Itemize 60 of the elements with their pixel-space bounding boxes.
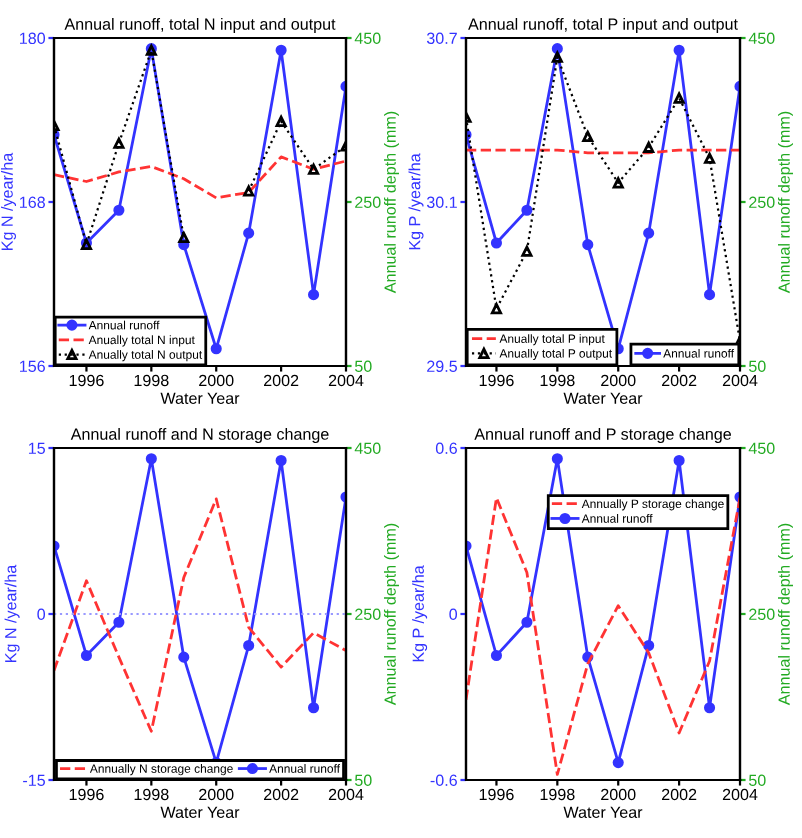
y-axis-title: Kg P /year/ha [408, 153, 424, 250]
y-axis-title: Kg N /year/ha [0, 152, 17, 250]
y-tick-label: 168 [20, 196, 45, 208]
x-axis-title: Water Year [160, 392, 240, 404]
y2-axis-title: Annual runoff depth (mm) [777, 111, 794, 294]
x-tick-label: 2002 [264, 374, 299, 387]
y2-tick-label: 450 [748, 32, 775, 44]
y2-axis-title: Annual runoff depth (mm) [383, 111, 400, 294]
y-tick-label: 180 [20, 32, 46, 44]
y2-tick-label: 250 [355, 196, 381, 208]
y2-tick-label: 250 [355, 608, 381, 620]
y2-tick-label: 450 [354, 442, 381, 454]
chart-title: Annual runoff and N storage change [70, 427, 329, 444]
x-tick-label: 2000 [601, 788, 636, 801]
y2-tick-label: 50 [748, 774, 766, 786]
y-tick-label: 29.5 [427, 360, 457, 372]
y-tick-label: 0 [449, 608, 458, 620]
y-tick-label: 15 [28, 442, 45, 454]
y2-tick-label: 50 [748, 360, 766, 372]
x-tick-label: 2000 [199, 374, 234, 387]
y2-tick-label: 250 [749, 196, 775, 208]
x-tick-label: 2002 [264, 788, 299, 801]
chart-title: Annual runoff, total P input and output [468, 17, 738, 34]
x-tick-label: 2002 [662, 374, 697, 387]
x-tick-label: 2000 [199, 788, 234, 801]
x-tick-label: 2004 [328, 374, 364, 387]
chart-title: Annual runoff, total N input and output [64, 17, 336, 34]
y-axis-title: Kg N /year/ha [4, 564, 20, 662]
x-axis-title: Water Year [563, 806, 643, 818]
y-tick-label: 0 [37, 608, 46, 620]
y2-axis-title: Annual runoff depth (mm) [777, 523, 794, 706]
x-axis-title: Water Year [160, 806, 240, 818]
x-tick-label: 1996 [479, 788, 514, 801]
x-tick-label: 1996 [479, 374, 514, 387]
y2-tick-label: 50 [354, 360, 372, 372]
y-tick-label: 0.6 [435, 442, 457, 454]
x-tick-label: 1998 [134, 374, 169, 387]
x-tick-label: 1996 [69, 374, 104, 387]
x-tick-label: 1998 [540, 788, 575, 801]
x-tick-label: 1998 [134, 788, 169, 801]
x-axis-title: Water Year [563, 392, 643, 404]
x-tick-label: 2004 [722, 788, 758, 801]
y-axis-title: Kg P /year/ha [412, 565, 428, 662]
y2-tick-label: 450 [354, 32, 381, 44]
x-tick-label: 2002 [662, 788, 697, 801]
y2-tick-label: 50 [354, 774, 372, 786]
x-tick-label: 2004 [722, 374, 758, 387]
y2-axis-title: Annual runoff depth (mm) [383, 523, 400, 706]
y-tick-label: 30.7 [426, 32, 457, 44]
y-tick-label: -0.6 [430, 774, 457, 786]
y2-tick-label: 250 [749, 608, 775, 620]
x-tick-label: 2000 [601, 374, 636, 387]
y-tick-label: 156 [20, 360, 45, 372]
x-tick-label: 2004 [328, 788, 364, 801]
y2-tick-label: 450 [748, 442, 775, 454]
x-tick-label: 1996 [69, 788, 104, 801]
y-tick-label: 30.1 [426, 196, 457, 208]
chart-title: Annual runoff and P storage change [474, 427, 731, 444]
y-tick-label: -15 [23, 774, 45, 786]
x-tick-label: 1998 [540, 374, 575, 387]
